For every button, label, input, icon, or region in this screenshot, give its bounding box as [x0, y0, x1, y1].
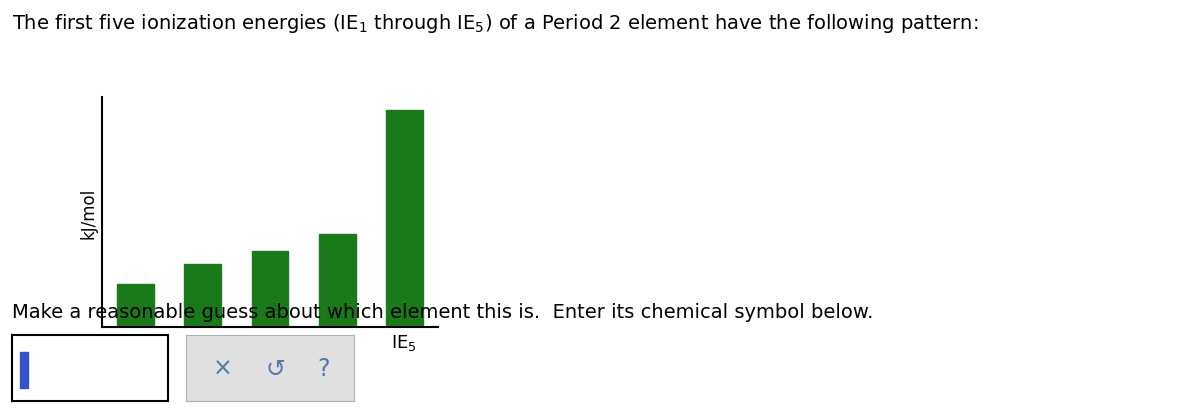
Bar: [118, 284, 154, 327]
Text: The first five ionization energies $\mathregular{(IE_1}$ through $\mathregular{I: The first five ionization energies $\mat…: [12, 12, 978, 35]
Text: Make a reasonable guess about which element this is.  Enter its chemical symbol : Make a reasonable guess about which elem…: [12, 303, 874, 321]
Text: ↺: ↺: [265, 356, 284, 380]
Text: ?: ?: [318, 356, 330, 380]
Bar: [19, 352, 29, 388]
Text: ×: ×: [214, 356, 233, 380]
Bar: [386, 111, 422, 327]
Bar: [319, 234, 355, 327]
Y-axis label: kJ/mol: kJ/mol: [80, 187, 98, 238]
Bar: [252, 252, 288, 327]
Bar: [185, 265, 221, 327]
